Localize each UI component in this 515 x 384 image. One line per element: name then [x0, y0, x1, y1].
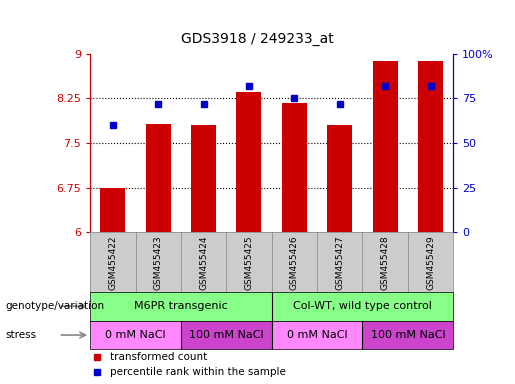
Text: percentile rank within the sample: percentile rank within the sample: [110, 367, 286, 377]
Text: M6PR transgenic: M6PR transgenic: [134, 301, 228, 311]
Text: GSM455423: GSM455423: [153, 235, 163, 290]
Text: GSM455425: GSM455425: [245, 235, 253, 290]
Text: stress: stress: [5, 330, 36, 340]
Text: GSM455429: GSM455429: [426, 235, 435, 290]
Text: 0 mM NaCl: 0 mM NaCl: [287, 330, 347, 340]
Text: Col-WT, wild type control: Col-WT, wild type control: [293, 301, 432, 311]
Text: GSM455424: GSM455424: [199, 235, 208, 290]
Bar: [100, 188, 125, 232]
Bar: [236, 93, 262, 232]
Text: GSM455427: GSM455427: [335, 235, 344, 290]
Text: GDS3918 / 249233_at: GDS3918 / 249233_at: [181, 32, 334, 46]
Bar: [272, 321, 363, 349]
Bar: [90, 292, 272, 321]
Text: transformed count: transformed count: [110, 352, 208, 362]
Text: 100 mM NaCl: 100 mM NaCl: [189, 330, 264, 340]
Bar: [272, 292, 453, 321]
Bar: [282, 103, 307, 232]
Bar: [327, 125, 352, 232]
Text: 100 mM NaCl: 100 mM NaCl: [370, 330, 445, 340]
Bar: [90, 321, 181, 349]
Bar: [191, 125, 216, 232]
Bar: [373, 61, 398, 232]
Bar: [363, 321, 453, 349]
Text: GSM455428: GSM455428: [381, 235, 390, 290]
Text: GSM455422: GSM455422: [108, 235, 117, 290]
Bar: [418, 61, 443, 232]
Text: genotype/variation: genotype/variation: [5, 301, 104, 311]
Bar: [181, 321, 272, 349]
Text: 0 mM NaCl: 0 mM NaCl: [105, 330, 166, 340]
Text: GSM455426: GSM455426: [290, 235, 299, 290]
Bar: [146, 124, 170, 232]
